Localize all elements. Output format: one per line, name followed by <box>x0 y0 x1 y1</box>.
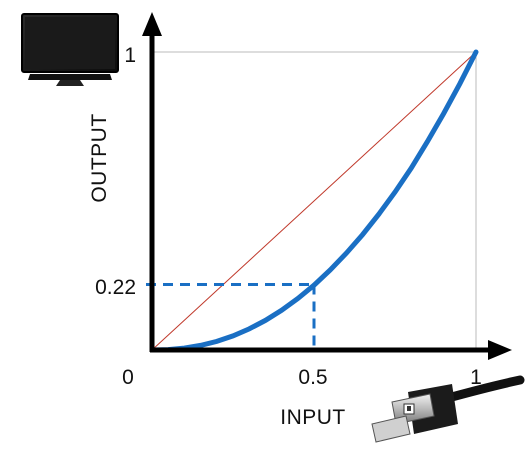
identity-line <box>151 51 477 351</box>
x-tick-label-1: 0.5 <box>298 366 327 389</box>
x-axis-title: INPUT <box>280 406 346 429</box>
plot-frame <box>152 51 477 350</box>
y-tick-label-1: 0.22 <box>95 276 136 299</box>
y-axis-arrowhead <box>142 12 162 36</box>
x-tick-label-2: 1 <box>470 366 482 389</box>
dashed-guides <box>146 282 316 350</box>
displayport-connector-icon <box>371 375 525 443</box>
y-axis-title: OUTPUT <box>88 113 111 202</box>
y-tick-label-2: 1 <box>124 44 136 67</box>
x-axis-arrowhead <box>488 340 512 360</box>
gamma-curve <box>149 49 479 353</box>
x-tick-label-0: 0 <box>122 366 134 389</box>
monitor-icon <box>21 13 119 86</box>
